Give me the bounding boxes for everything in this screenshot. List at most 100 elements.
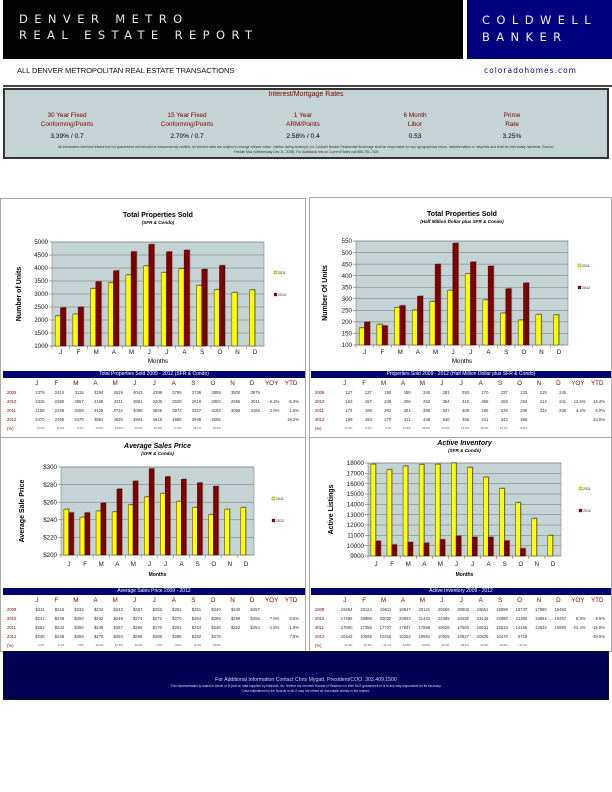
report-header: DENVER METRO REAL ESTATE REPORT: [3, 0, 463, 59]
legend-swatch-2011: [578, 486, 583, 491]
table-cell: 10826: [476, 634, 489, 639]
rates-disclaimer: All information deemed reliable but not …: [9, 145, 603, 155]
table-cell: 16493: [554, 607, 567, 612]
table-cell: 4043: [133, 390, 143, 395]
bar-2011: [535, 314, 542, 346]
rates-title: Interest/Mortgage Rates: [268, 91, 344, 98]
x-tick-label: M: [131, 561, 136, 568]
column-header: F: [362, 380, 367, 387]
bar-2011: [418, 464, 425, 557]
column-header: A: [93, 380, 98, 387]
rate-6mo-libor: 6 Month Libor 0.53: [355, 111, 475, 141]
row-label: (%): [7, 643, 14, 648]
table-cell: $248: [54, 634, 65, 639]
row-label: 2010: [7, 399, 17, 404]
bar-2012: [116, 488, 123, 556]
table-row: 2010 163 157 249 256 253 354 315 366 259 254 214 241…: [311, 399, 611, 407]
legend-swatch-2012: [273, 292, 278, 297]
table-cell: 3294: [93, 390, 104, 395]
x-axis-label: Months: [456, 572, 474, 578]
table-cell: 1.6%: [289, 408, 299, 413]
table-cell: 20.8%: [154, 426, 162, 430]
table-cell: 18989: [360, 616, 372, 621]
row-label: 2011: [7, 408, 17, 413]
x-tick-label: J: [67, 561, 70, 568]
table-cell: 17.9%: [173, 426, 182, 430]
x-tick-label: J: [469, 349, 472, 356]
x-tick-label: O: [521, 349, 526, 356]
table-cell: 2.8%: [269, 408, 280, 413]
table-cell: 215: [539, 390, 547, 395]
footer-contact: For Additional Information Contact Chris…: [215, 677, 397, 683]
table-cell: 270: [481, 390, 489, 395]
x-tick-label: J: [363, 349, 366, 356]
x-tick-label: M: [129, 349, 134, 356]
website-link[interactable]: coloradohomes.com: [484, 66, 577, 75]
table-cell: 9719: [517, 634, 528, 639]
x-tick-label: O: [217, 349, 222, 356]
column-header: M: [73, 380, 79, 387]
table-avg-price: Average Sales Price 2009 - 2012 J F M A M J J A S…: [3, 588, 305, 653]
bar-2012: [148, 468, 155, 556]
table-cell: 540: [442, 417, 450, 422]
column-header: A: [400, 597, 406, 604]
table-cell: $257: [250, 607, 260, 612]
table-cell: 253: [423, 399, 431, 404]
table-cell: 199: [345, 417, 353, 422]
table-row: 2012 $248 $248 $259 $275 $284 $298 $289 $286 $282…: [3, 634, 305, 642]
row-label: 2009: [7, 390, 17, 395]
column-header: N: [230, 597, 235, 604]
bar-2012: [505, 288, 512, 346]
table-cell: 4158: [93, 399, 104, 404]
rate-label-line2: Libor: [407, 121, 423, 128]
table-row: 2011 17890 17358 17707 17847 17889 18026 17583 1…: [311, 625, 611, 633]
table-cell: 13.5%: [95, 426, 104, 430]
y-axis-label: Average Sale Price: [19, 480, 26, 543]
column-header: YOY: [264, 597, 279, 604]
table-cell: 2229: [54, 408, 65, 413]
table-cell: 249: [384, 399, 392, 404]
table-cell: 4299: [152, 390, 162, 395]
plot-area: [367, 462, 562, 557]
table-cell: $254: [250, 625, 260, 630]
table-cell: 368: [520, 417, 528, 422]
bar-2011: [434, 463, 441, 557]
column-header: F: [362, 597, 367, 604]
table-half-million-sold: Properties Sold 2009 - 2012 (Half Millio…: [311, 371, 611, 436]
column-header: A: [478, 597, 483, 604]
y-tick-label: 450: [342, 261, 353, 268]
y-tick-label: $220: [43, 535, 57, 542]
table-header-row: J F M A M J J A S O N D YOY YTD: [311, 380, 611, 388]
table-cell: 2315: [35, 399, 45, 404]
table-cell: 14.5%: [36, 426, 45, 430]
row-label: 2012: [315, 634, 325, 639]
table-cell: $246: [211, 625, 221, 630]
table-cell: 189: [364, 408, 372, 413]
table-row: (%) -41.6% -41.9% -41.7% -42.5% -40.8% -39.4% -…: [311, 643, 611, 651]
table-cell: 3732: [113, 408, 123, 413]
column-header: J: [152, 380, 156, 387]
table-cell: 17889: [418, 625, 431, 630]
x-tick-label: A: [180, 561, 185, 568]
legend-label-2012: 2012: [278, 293, 286, 297]
table-cell: -1.6%: [268, 625, 280, 630]
table-cell: 6.5%: [289, 616, 299, 621]
legend-swatch-2011: [577, 263, 582, 268]
table-cell: 23450: [457, 616, 469, 621]
rate-label-line1: 6 Month: [403, 112, 427, 119]
chart-title: Average Sales Price: [123, 443, 191, 450]
table-cell: 251: [403, 408, 411, 413]
table-cell: $240: [230, 607, 241, 612]
table-cell: $252: [93, 616, 104, 621]
bar-2012: [95, 281, 102, 347]
table-header-row: J F M A M J J A S O N D YOY YTD: [3, 380, 305, 388]
table-cell: 3.1%: [384, 426, 392, 430]
column-header: M: [419, 597, 426, 604]
chart-subtitle: (SFR & Condo): [142, 220, 175, 225]
table-cell: 20506: [437, 607, 450, 612]
table-cell: $269: [211, 616, 221, 621]
x-tick-label: S: [503, 561, 507, 568]
report-title-line1: DENVER METRO: [19, 12, 189, 26]
rate-30yr: 30 Year Fixed Conforming/Points 3.39% / …: [7, 111, 127, 141]
table-cell: 449: [423, 417, 431, 422]
